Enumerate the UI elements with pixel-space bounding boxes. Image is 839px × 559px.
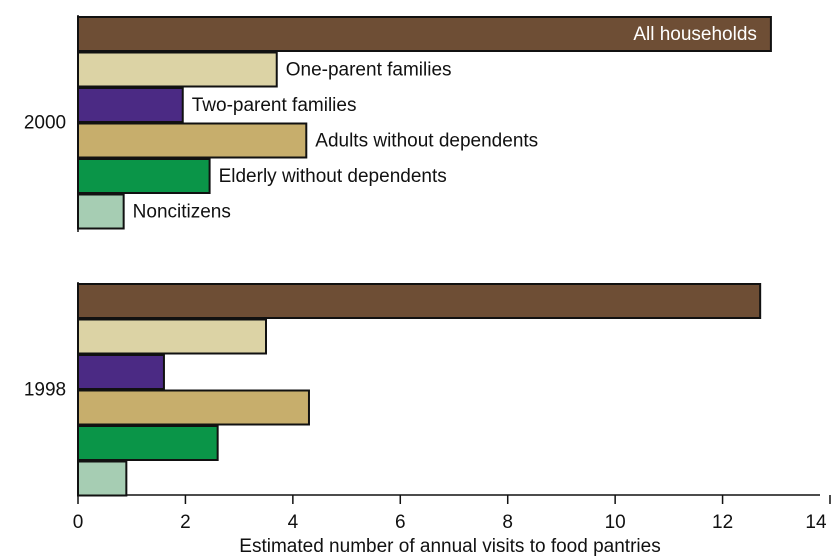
bar [77, 16, 772, 52]
series-label: All households [633, 24, 757, 45]
series-label: Noncitizens [133, 201, 231, 222]
bar [77, 354, 165, 390]
bar [77, 460, 128, 497]
x-tick-label: 4 [288, 512, 299, 533]
bar [77, 389, 310, 426]
series-label: Two-parent families [192, 95, 357, 116]
x-tick-label: 0 [73, 512, 84, 533]
x-axis-label: Estimated number of annual visits to foo… [239, 536, 660, 557]
series-label: One-parent families [286, 59, 452, 80]
bar [77, 283, 762, 319]
bar [77, 122, 308, 159]
bar [77, 318, 267, 355]
bar [77, 425, 219, 461]
category-label: 1998 [24, 380, 66, 401]
x-tick-label: 12 [712, 512, 733, 533]
x-tick-label: 10 [605, 512, 626, 533]
bar [77, 87, 184, 123]
series-label: Adults without dependents [315, 130, 538, 151]
x-tick-label: 6 [395, 512, 406, 533]
category-label: 2000 [24, 113, 66, 134]
bar [77, 51, 278, 88]
bar [77, 193, 125, 230]
x-tick-label: 14 [805, 512, 827, 533]
series-label: Elderly without dependents [219, 166, 447, 187]
bar [77, 158, 211, 194]
x-tick-label: 8 [502, 512, 513, 533]
x-tick-label: 2 [180, 512, 191, 533]
